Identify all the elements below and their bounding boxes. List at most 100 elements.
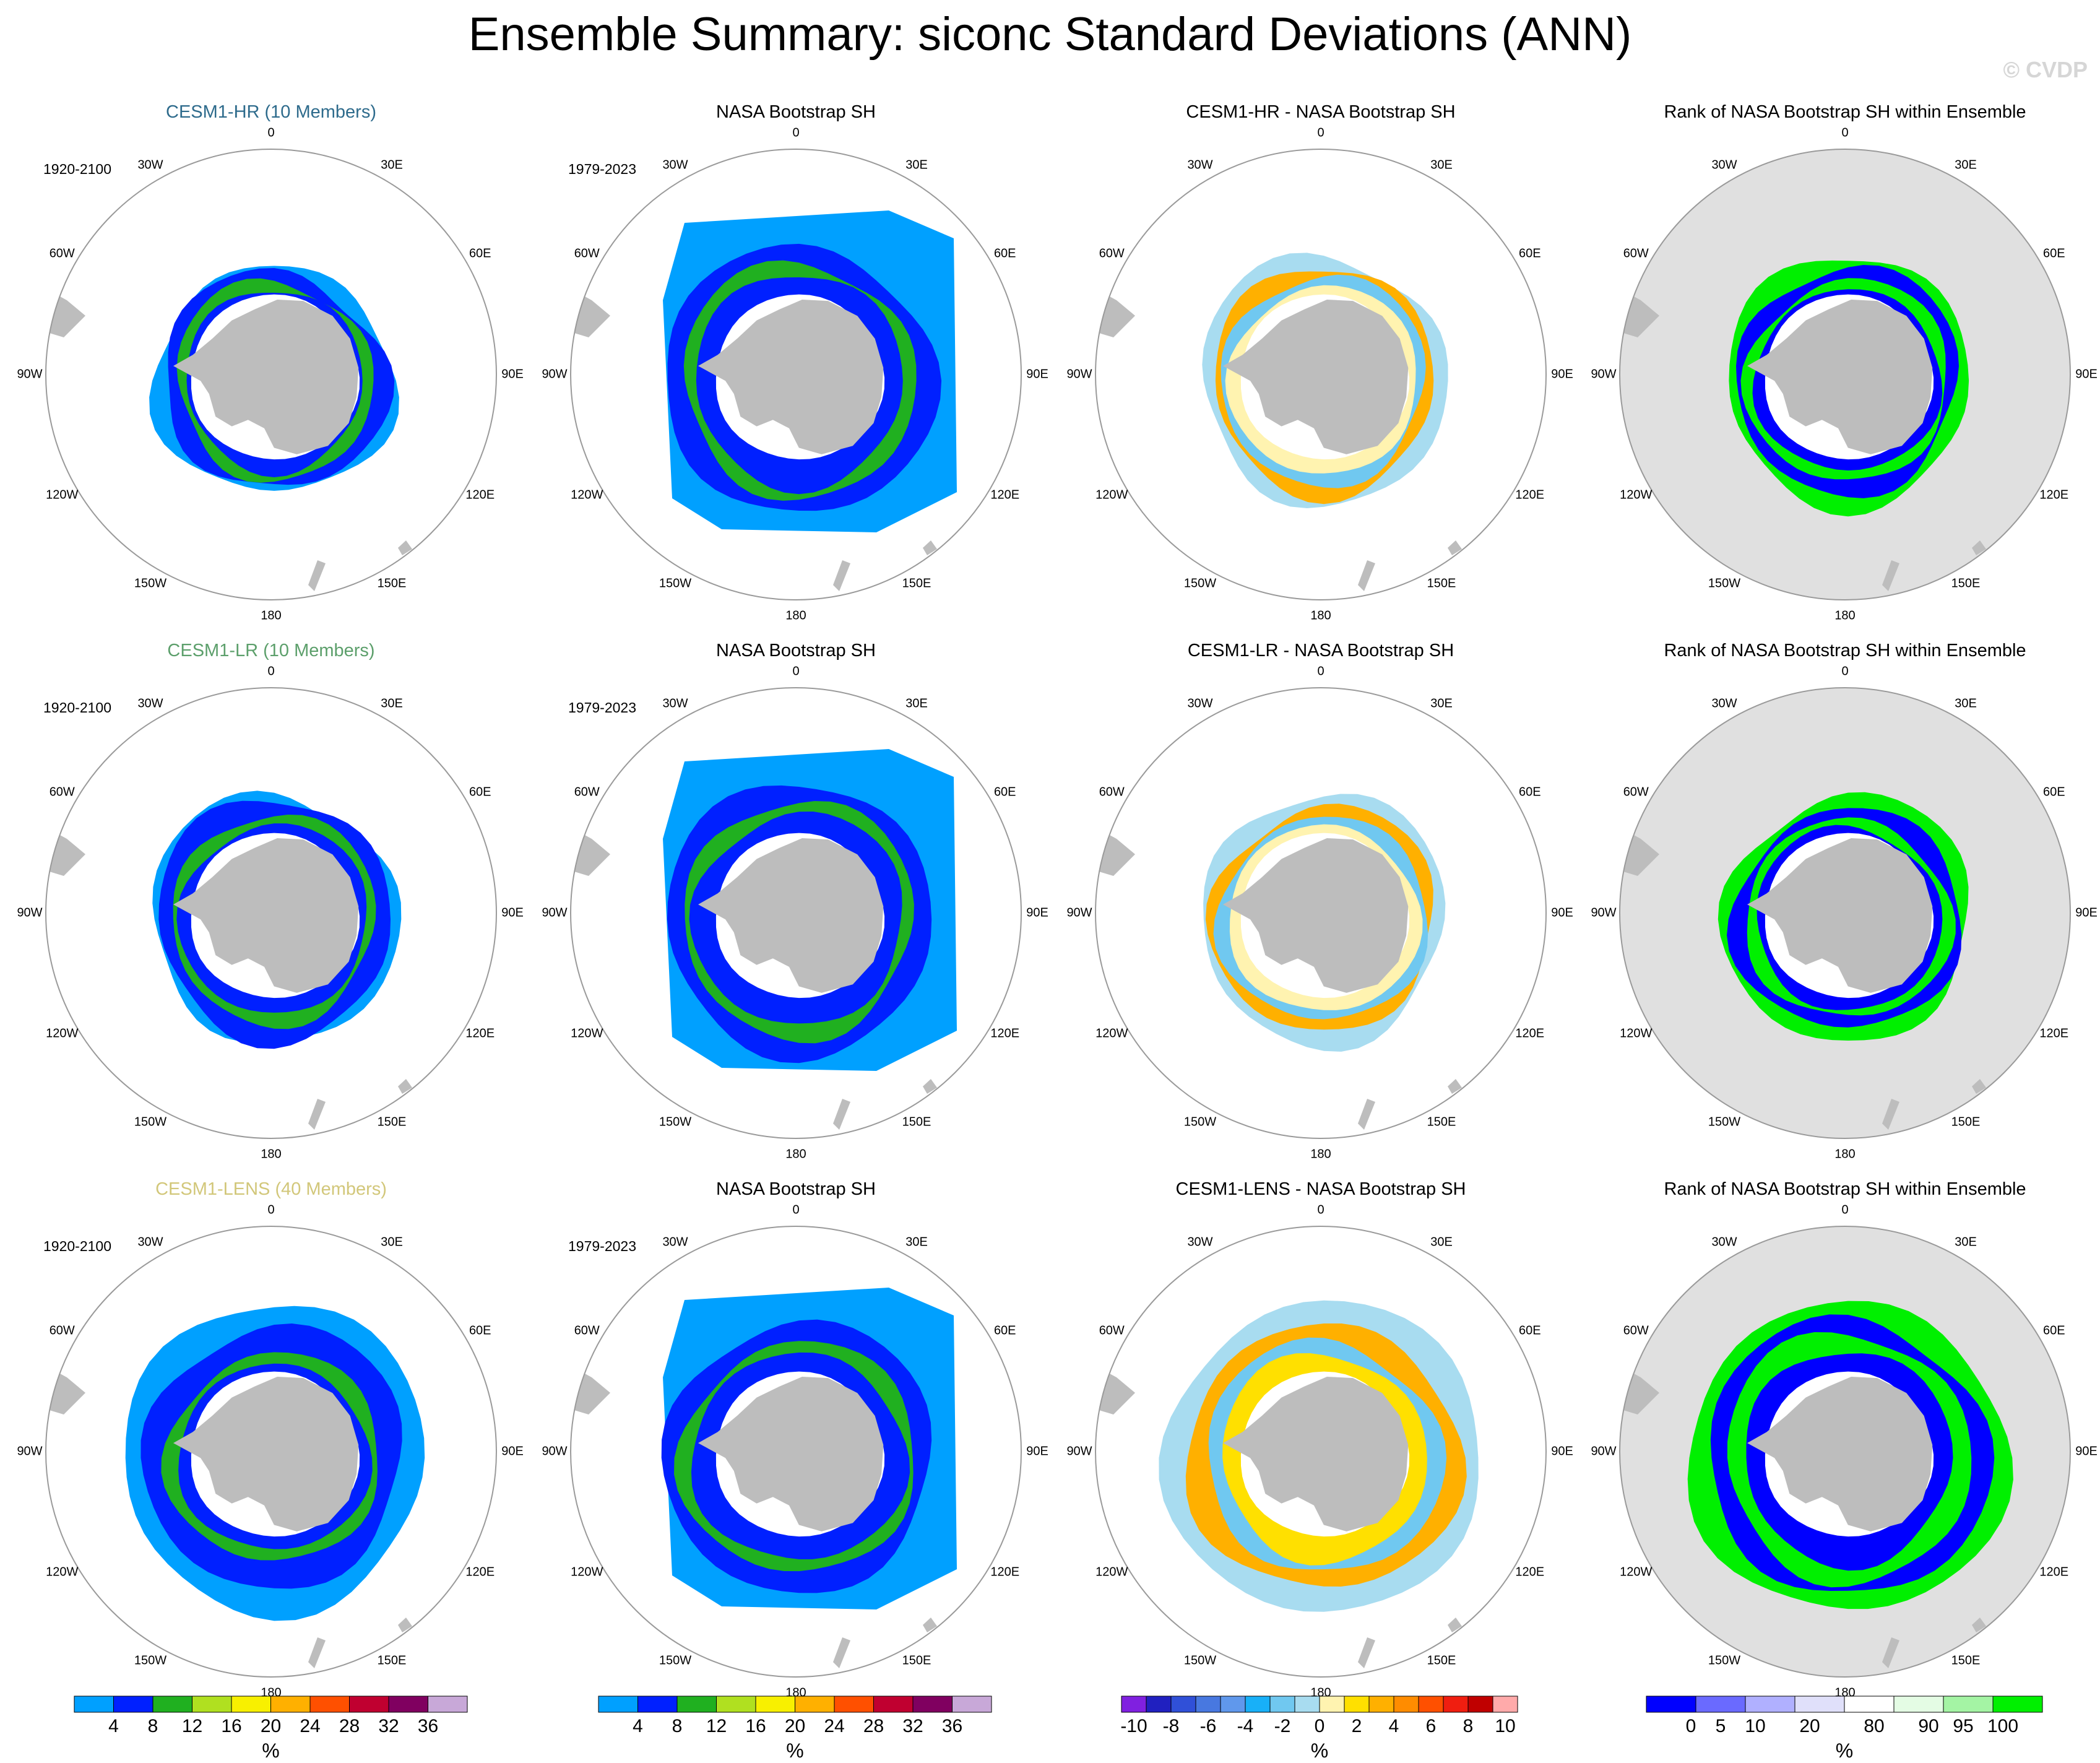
- longitude-label: 30W: [1711, 1235, 1737, 1249]
- longitude-label: 150W: [1708, 1115, 1741, 1129]
- longitude-label: 90W: [17, 906, 43, 920]
- tasmania-landmass: [398, 1618, 412, 1632]
- colorbar-tick-label: -6: [1199, 1716, 1217, 1736]
- obs-std-map-row1: [570, 149, 1022, 600]
- model-panel-title: CESM1-HR (10 Members): [166, 102, 376, 122]
- longitude-label: 90W: [542, 367, 568, 381]
- colorbar-swatch: [716, 1696, 756, 1713]
- longitude-label: 150E: [902, 1653, 931, 1668]
- obs-panel-title: NASA Bootstrap SH: [716, 102, 876, 122]
- colorbar-swatch: [192, 1696, 232, 1713]
- longitude-label: 150W: [659, 1653, 692, 1668]
- longitude-label: 60W: [574, 785, 600, 799]
- colorbar-swatch: [113, 1696, 153, 1713]
- longitude-label: 90W: [1591, 1444, 1617, 1458]
- new-zealand-landmass: [833, 1637, 850, 1668]
- longitude-label: 90E: [501, 906, 524, 920]
- longitude-label: 60W: [1623, 246, 1649, 261]
- longitude-label: 30E: [1430, 696, 1453, 711]
- longitude-label: 0: [267, 1203, 275, 1217]
- difference-panel-title: CESM1-HR - NASA Bootstrap SH: [1186, 102, 1456, 122]
- rank-panel-title: Rank of NASA Bootstrap SH within Ensembl…: [1664, 102, 2026, 122]
- colorbar-tick-label: 16: [221, 1716, 242, 1736]
- longitude-label: 90E: [1551, 367, 1573, 381]
- model-panel-title: CESM1-LENS (40 Members): [155, 1179, 387, 1199]
- colorbar-swatch: [152, 1696, 192, 1713]
- colorbar-swatch: [1220, 1696, 1246, 1713]
- longitude-label: 0: [267, 126, 275, 140]
- longitude-label: 60E: [469, 246, 491, 261]
- difference-panel-title: CESM1-LENS - NASA Bootstrap SH: [1175, 1179, 1466, 1199]
- longitude-label: 60E: [1518, 785, 1541, 799]
- colorbar-swatch: [388, 1696, 428, 1713]
- longitude-label: 90W: [1066, 367, 1092, 381]
- colorbar-tick-label: -8: [1162, 1716, 1180, 1736]
- colorbar-swatch: [428, 1696, 468, 1713]
- difference-map-row1: [1095, 149, 1547, 600]
- longitude-label: 120W: [1620, 488, 1653, 502]
- colorbar-tick-label: 8: [672, 1716, 683, 1736]
- colorbar-tick-label: 20: [784, 1716, 806, 1736]
- longitude-label: 60W: [1099, 785, 1125, 799]
- colorbar-tick-label: 28: [339, 1716, 360, 1736]
- longitude-label: 150E: [1427, 1653, 1456, 1668]
- new-zealand-landmass: [308, 1099, 326, 1130]
- std-colorbar-model: [74, 1696, 468, 1713]
- longitude-label: 90E: [1551, 1444, 1573, 1458]
- longitude-label: 30E: [381, 1235, 403, 1249]
- tasmania-landmass: [398, 1079, 412, 1094]
- model-std-map-row3: [45, 1226, 497, 1678]
- colorbar-swatch: [1146, 1696, 1172, 1713]
- longitude-label: 90W: [1066, 906, 1092, 920]
- colorbar-swatch: [1269, 1696, 1295, 1713]
- colorbar-swatch: [1368, 1696, 1394, 1713]
- longitude-label: 150E: [377, 1115, 407, 1129]
- longitude-label: 90W: [1591, 906, 1617, 920]
- longitude-label: 90E: [2075, 906, 2098, 920]
- longitude-label: 90W: [542, 1444, 568, 1458]
- longitude-label: 120E: [465, 488, 495, 502]
- longitude-label: 120W: [1095, 1026, 1128, 1041]
- map-boundary-circle: [45, 687, 497, 1139]
- longitude-label: 150W: [659, 1115, 692, 1129]
- difference-map-row2: [1095, 687, 1547, 1139]
- tasmania-landmass: [398, 540, 412, 555]
- longitude-label: 60E: [2042, 785, 2065, 799]
- longitude-label: 60W: [574, 246, 600, 261]
- rank-map-row1: [1619, 149, 2071, 600]
- colorbar-unit: %: [262, 1739, 280, 1762]
- model-period-label: 1920-2100: [43, 1238, 111, 1254]
- longitude-label: 30W: [137, 696, 163, 711]
- longitude-label: 30E: [1955, 1235, 1977, 1249]
- figure-title: Ensemble Summary: siconc Standard Deviat…: [468, 8, 1632, 61]
- colorbar-tick-label: 36: [941, 1716, 963, 1736]
- rank-map-row2: [1619, 687, 2071, 1139]
- map-boundary-circle: [570, 1226, 1022, 1678]
- longitude-label: 60W: [1099, 1323, 1125, 1338]
- colorbar-tick-label: -4: [1237, 1716, 1254, 1736]
- difference-colorbar: [1121, 1696, 1518, 1713]
- tasmania-landmass: [923, 1079, 937, 1094]
- colorbar-swatch: [834, 1696, 874, 1713]
- longitude-label: 60E: [1518, 246, 1541, 261]
- longitude-label: 180: [785, 1147, 806, 1161]
- colorbar-swatch: [1121, 1696, 1147, 1713]
- colorbar-tick-label: 32: [378, 1716, 399, 1736]
- colorbar-tick-label: 8: [1463, 1716, 1474, 1736]
- longitude-label: 90E: [1551, 906, 1573, 920]
- new-zealand-landmass: [308, 560, 326, 591]
- longitude-label: 90E: [1026, 367, 1048, 381]
- tasmania-landmass: [1972, 540, 1986, 555]
- colorbar-swatch: [1467, 1696, 1493, 1713]
- colorbar-tick-label: 100: [1987, 1716, 2019, 1736]
- colorbar-swatch: [1195, 1696, 1221, 1713]
- antarctica-landmass: [698, 1377, 884, 1531]
- colorbar-swatch: [912, 1696, 953, 1713]
- new-zealand-landmass: [833, 560, 850, 591]
- longitude-label: 180: [785, 609, 806, 623]
- colorbar-swatch: [1443, 1696, 1469, 1713]
- map-boundary-circle: [1619, 687, 2071, 1139]
- map-boundary-circle: [1095, 149, 1547, 600]
- longitude-label: 0: [1841, 1203, 1849, 1217]
